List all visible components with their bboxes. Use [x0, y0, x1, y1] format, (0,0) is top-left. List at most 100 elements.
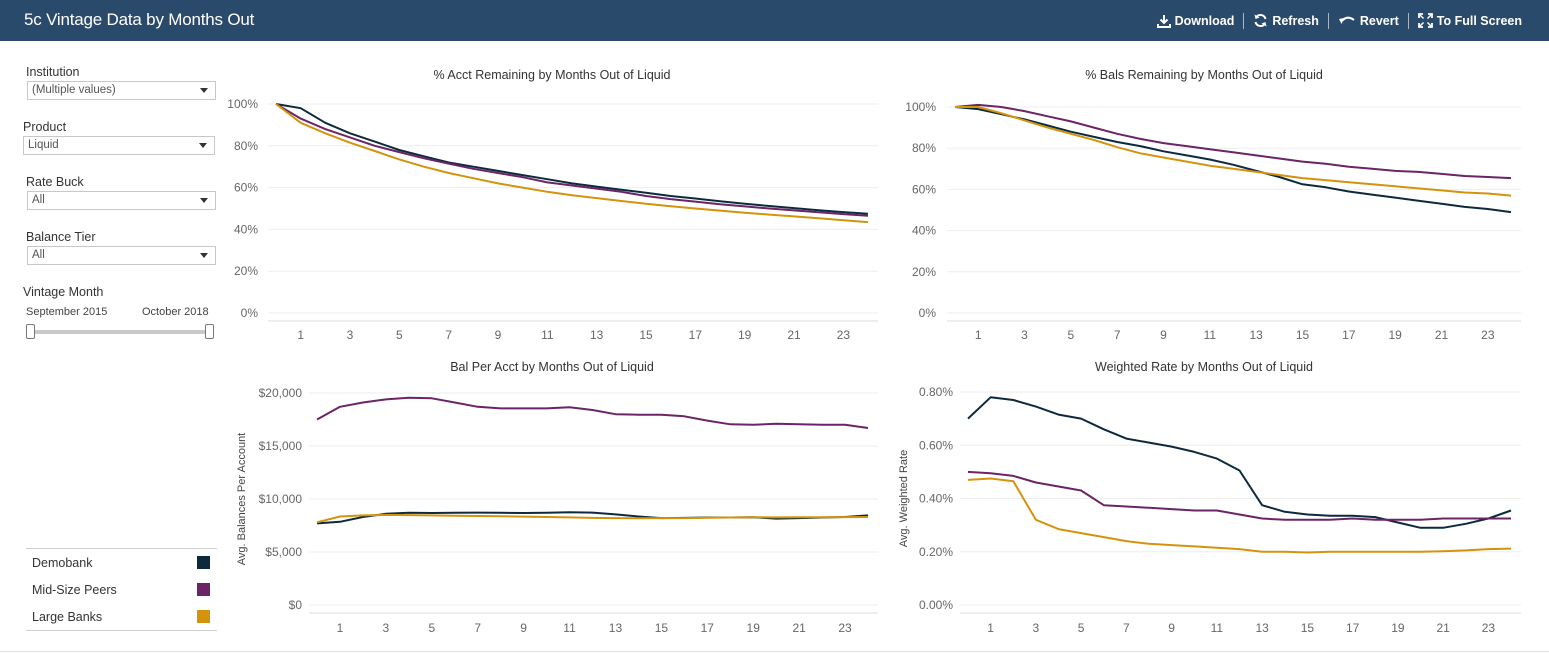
x-tick-label: 15: [1296, 328, 1310, 342]
vintage-slider-start-label: September 2015: [26, 306, 108, 318]
dashboard-title: 5c Vintage Data by Months Out: [24, 10, 255, 29]
legend-item-mid-size-peers[interactable]: Mid-Size Peers: [26, 576, 217, 603]
x-tick-label: 13: [1255, 621, 1269, 635]
x-tick-label: 17: [701, 621, 715, 635]
balance-tier-dropdown[interactable]: All: [27, 246, 216, 265]
series-line-demobank: [275, 103, 869, 215]
x-tick-label: 1: [975, 328, 982, 342]
rate-buck-dropdown[interactable]: All: [27, 191, 216, 210]
legend-swatch: [197, 583, 210, 596]
download-icon: [1156, 14, 1171, 28]
x-tick-label: 23: [1482, 621, 1496, 635]
x-tick-label: 17: [689, 328, 703, 342]
y-tick-label: 20%: [234, 264, 258, 278]
x-tick-label: 15: [639, 328, 653, 342]
chart-title: Weighted Rate by Months Out of Liquid: [1095, 360, 1313, 374]
toolbar: Download Refresh Revert: [1148, 0, 1531, 41]
series-line-large-banks: [275, 103, 869, 224]
institution-dropdown[interactable]: (Multiple values): [27, 81, 216, 100]
x-tick-label: 5: [428, 621, 435, 635]
balance-tier-filter-label: Balance Tier: [26, 230, 96, 244]
chart-title: % Bals Remaining by Months Out of Liquid: [1085, 68, 1323, 82]
legend-label: Large Banks: [32, 610, 103, 624]
toolbar-divider: [1327, 12, 1329, 29]
x-tick-label: 9: [1168, 621, 1175, 635]
download-button[interactable]: Download: [1148, 14, 1244, 28]
vintage-month-filter-label: Vintage Month: [23, 285, 104, 299]
refresh-button[interactable]: Refresh: [1244, 13, 1328, 28]
x-tick-label: 3: [1033, 621, 1040, 635]
x-tick-label: 3: [1021, 328, 1028, 342]
undo-icon: [1338, 16, 1355, 24]
x-tick-label: 1: [987, 621, 994, 635]
x-tick-label: 21: [1435, 328, 1449, 342]
vintage-slider-end-label: October 2018: [142, 306, 209, 318]
x-tick-label: 1: [297, 328, 304, 342]
chart-title: % Acct Remaining by Months Out of Liquid: [434, 68, 671, 82]
y-axis-title: Avg. Balances Per Account: [236, 433, 248, 566]
x-tick-label: 11: [1204, 328, 1217, 342]
y-tick-label: $10,000: [259, 492, 303, 506]
x-tick-label: 21: [787, 328, 801, 342]
refresh-label: Refresh: [1272, 13, 1319, 28]
x-tick-label: 7: [445, 328, 452, 342]
product-value: Liquid: [28, 139, 59, 151]
y-tick-label: 100%: [227, 97, 258, 111]
x-tick-label: 5: [396, 328, 403, 342]
vintage-slider-end-handle[interactable]: [205, 324, 214, 339]
y-tick-label: 60%: [234, 181, 258, 195]
fullscreen-button[interactable]: To Full Screen: [1409, 13, 1531, 28]
y-tick-label: 20%: [912, 265, 936, 279]
revert-button[interactable]: Revert: [1329, 14, 1408, 28]
series-line-demobank: [954, 106, 1512, 214]
x-tick-label: 11: [541, 328, 554, 342]
legend-item-large-banks[interactable]: Large Banks: [26, 603, 217, 630]
y-tick-label: $5,000: [265, 545, 302, 559]
download-label: Download: [1174, 13, 1235, 28]
institution-filter-label: Institution: [26, 65, 80, 79]
dropdown-arrow-icon: [200, 253, 208, 258]
product-filter-label: Product: [23, 120, 67, 134]
vintage-slider-start-handle[interactable]: [26, 324, 35, 339]
legend-item-demobank[interactable]: Demobank: [26, 549, 217, 576]
revert-label: Revert: [1359, 13, 1399, 28]
y-tick-label: 0.00%: [919, 598, 953, 612]
dropdown-arrow-icon: [200, 198, 208, 203]
legend-label: Demobank: [32, 556, 93, 570]
x-tick-label: 13: [590, 328, 604, 342]
vintage-slider-track[interactable]: [30, 330, 210, 334]
color-legend: Demobank Mid-Size Peers Large Banks: [26, 548, 217, 631]
x-tick-label: 23: [837, 328, 851, 342]
y-tick-label: 80%: [912, 141, 936, 155]
y-tick-label: $20,000: [259, 386, 303, 400]
y-tick-label: 80%: [234, 139, 258, 153]
x-tick-label: 1: [337, 621, 344, 635]
y-tick-label: $0: [289, 598, 303, 612]
y-tick-label: 0.60%: [919, 438, 953, 452]
fullscreen-icon: [1417, 13, 1433, 28]
x-tick-label: 3: [347, 328, 354, 342]
x-tick-label: 7: [474, 621, 481, 635]
x-tick-label: 13: [609, 621, 623, 635]
x-tick-label: 21: [792, 621, 806, 635]
series-line-mid-size-peers: [967, 470, 1511, 521]
y-tick-label: 100%: [905, 100, 936, 114]
series-line-large-banks: [967, 477, 1512, 554]
series-line-mid-size-peers: [275, 103, 869, 217]
institution-value: (Multiple values): [32, 84, 116, 96]
rate-buck-filter-label: Rate Buck: [26, 175, 84, 189]
toolbar-divider: [1243, 12, 1245, 29]
chart-title: Bal Per Acct by Months Out of Liquid: [450, 360, 654, 374]
x-tick-label: 15: [1301, 621, 1315, 635]
dropdown-arrow-icon: [200, 88, 208, 93]
y-tick-label: 40%: [912, 224, 936, 238]
y-tick-label: 0.20%: [919, 545, 953, 559]
product-dropdown[interactable]: Liquid: [23, 136, 215, 155]
series-line-mid-size-peers: [316, 396, 869, 429]
x-tick-label: 19: [1391, 621, 1405, 635]
x-tick-label: 9: [1160, 328, 1167, 342]
x-tick-label: 9: [520, 621, 527, 635]
y-axis-title: Avg. Weighted Rate: [898, 450, 910, 547]
x-tick-label: 19: [738, 328, 752, 342]
